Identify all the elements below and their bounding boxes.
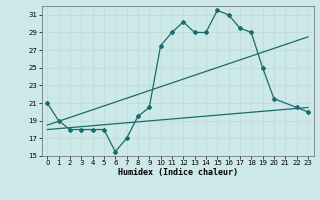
X-axis label: Humidex (Indice chaleur): Humidex (Indice chaleur) bbox=[118, 168, 237, 177]
